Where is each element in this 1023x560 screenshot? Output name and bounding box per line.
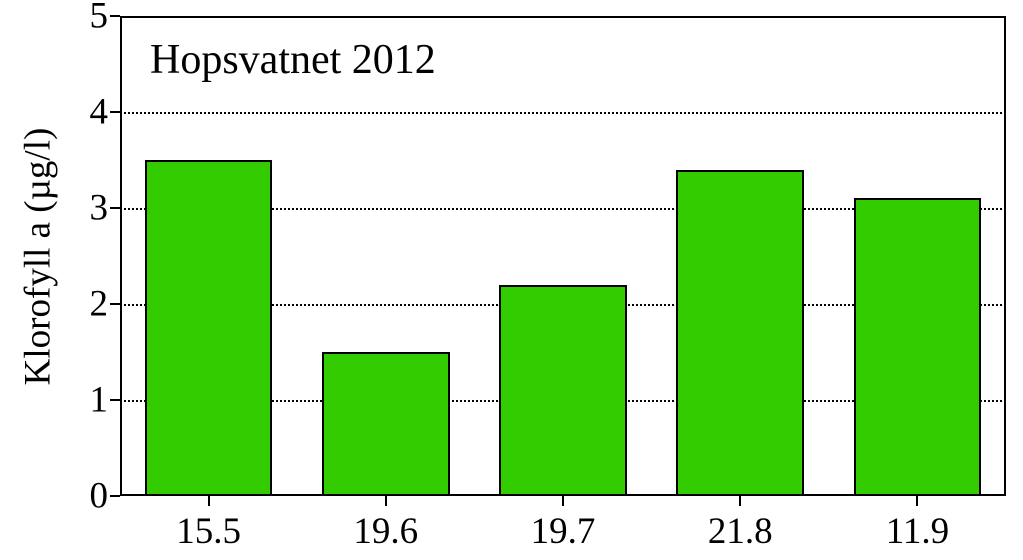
bars-layer (120, 16, 1006, 496)
plot-area: Hopsvatnet 2012 01234515.519.619.721.811… (120, 16, 1006, 496)
chart-title: Hopsvatnet 2012 (150, 36, 436, 84)
x-tick-mark (385, 496, 387, 506)
bar (676, 170, 804, 496)
x-tick-mark (916, 496, 918, 506)
bar (145, 160, 273, 496)
y-tick-mark (110, 303, 120, 305)
x-tick-mark (562, 496, 564, 506)
y-tick-label: 5 (90, 0, 121, 38)
x-tick-mark (739, 496, 741, 506)
y-axis-label: Klorofyll a (µg/l) (16, 127, 59, 385)
bar (322, 352, 450, 496)
bar (854, 198, 982, 496)
x-tick-mark (208, 496, 210, 506)
y-tick-mark (110, 111, 120, 113)
y-tick-mark (110, 207, 120, 209)
chart-container: Hopsvatnet 2012 01234515.519.619.721.811… (0, 0, 1023, 560)
y-tick-mark (110, 15, 120, 17)
y-tick-mark (110, 399, 120, 401)
y-tick-mark (110, 495, 120, 497)
bar (499, 285, 627, 496)
